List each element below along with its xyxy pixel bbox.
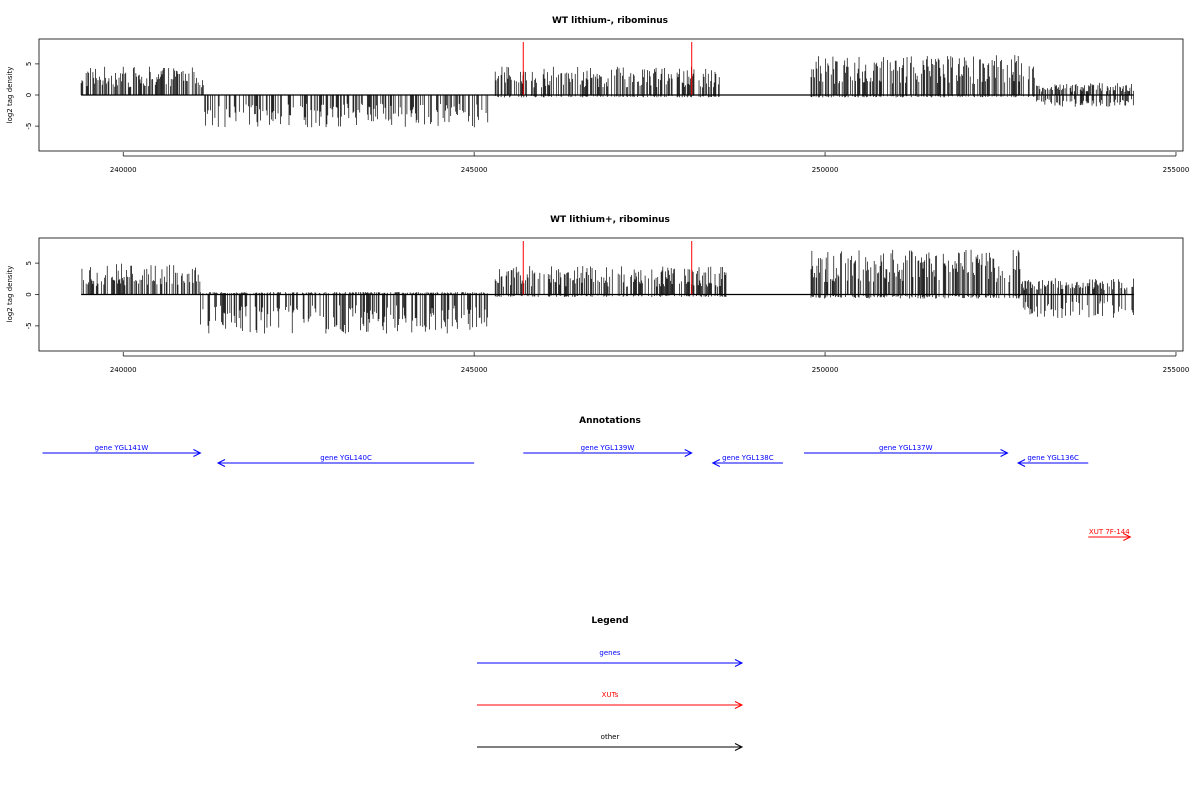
arrow-head [734,659,744,667]
panel-title: WT lithium+, ribominus [550,215,670,225]
y-tick-label: 5 [25,62,33,66]
annotation-label: gene YGL139W [581,444,635,452]
x-tick-label: 240000 [110,366,137,374]
annotation-arrow: gene YGL139W [523,444,693,457]
y-tick-label: 0 [25,93,33,97]
annotation-label: gene YGL137W [879,444,933,452]
x-tick-label: 240000 [110,166,137,174]
y-tick-label: -5 [25,322,33,329]
annotation-arrow: gene YGL141W [42,444,202,457]
annotations-title: Annotations [579,416,641,426]
y-tick-label: 5 [25,261,33,265]
y-axis-label: log2 tag density [6,266,14,323]
arrow-head [1000,449,1009,457]
legend-items: genes XUTs other [477,649,744,751]
axes: -5 0 5 240000 245000 250000 255000 [25,62,1189,174]
annotation-label: gene YGL141W [95,444,149,452]
x-tick-label: 250000 [812,166,839,174]
density-bars [81,249,1134,334]
arrow-head [711,459,720,467]
annotation-arrow: gene YGL137W [804,444,1009,457]
marker-lines [522,42,693,95]
annotation-arrow: XUT 7F-144 [1088,528,1132,541]
marker-lines [522,241,693,295]
y-axis-label: log2 tag density [6,67,14,124]
annotation-items: gene YGL141W gene YGL140C gene YGL139W gene… [42,444,1132,541]
arrow-head [734,701,744,709]
panel-title: WT lithium-, ribominus [552,16,668,26]
annotation-arrow: gene YGL136C [1016,454,1089,467]
legend: Legend genes XUTs other [477,616,744,751]
legend-label: XUTs [602,691,619,699]
legend-title: Legend [591,616,628,626]
arrow-head [734,743,744,751]
y-tick-label: 0 [25,292,33,296]
arrow-head [1016,459,1026,467]
x-tick-label: 245000 [461,366,488,374]
legend-label: genes [599,649,620,657]
arrow-head [1123,533,1132,541]
annotation-arrow: gene YGL138C [711,454,783,467]
legend-label: other [601,733,620,741]
annotation-label: gene YGL136C [1027,454,1079,462]
x-tick-label: 255000 [1163,366,1190,374]
x-tick-label: 245000 [461,166,488,174]
annotation-label: XUT 7F-144 [1089,528,1130,536]
annotation-label: gene YGL138C [722,454,774,462]
legend-item: XUTs [477,691,744,709]
arrow-head [216,459,226,467]
annotation-label: gene YGL140C [320,454,372,462]
density-panel-lithium-minus: WT lithium-, ribominus log2 tag density … [6,16,1189,174]
x-tick-label: 255000 [1163,166,1190,174]
density-panel-lithium-plus: WT lithium+, ribominus log2 tag density … [6,215,1189,374]
arrow-head [684,449,693,457]
y-tick-label: -5 [25,123,33,130]
axes: -5 0 5 240000 245000 250000 255000 [25,261,1189,374]
legend-item: genes [477,649,744,667]
annotation-arrow: gene YGL140C [216,454,475,467]
legend-item: other [477,733,744,751]
arrow-head [193,449,202,457]
density-bars [80,55,1134,128]
x-tick-label: 250000 [812,366,839,374]
